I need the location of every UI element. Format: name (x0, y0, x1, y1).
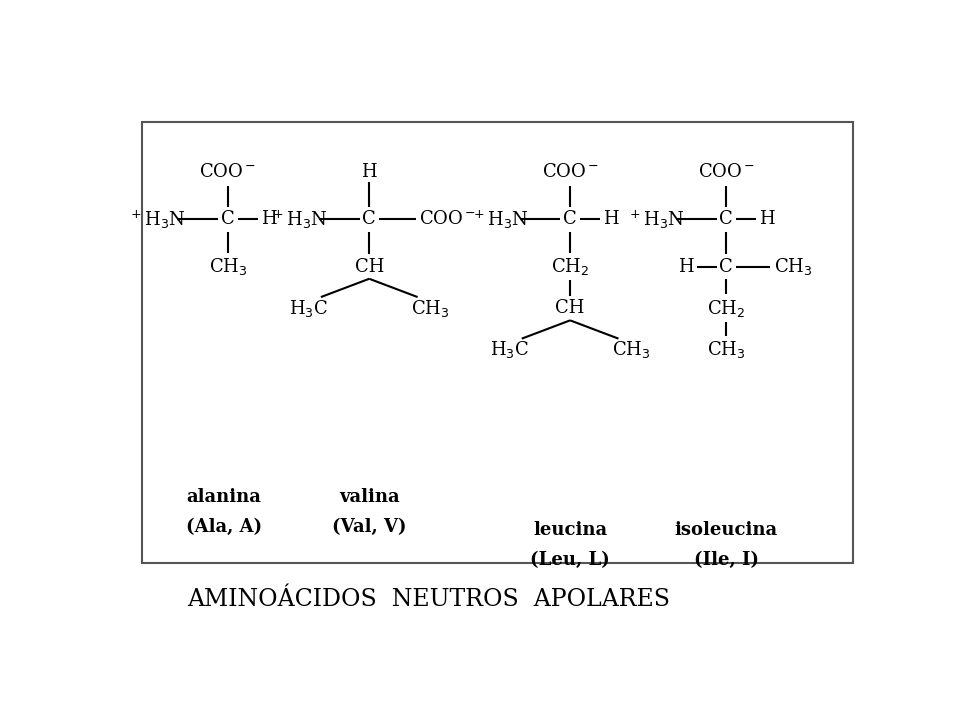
Text: COO$^-$: COO$^-$ (419, 210, 476, 228)
Text: H: H (361, 163, 377, 181)
Text: CH$_3$: CH$_3$ (411, 297, 449, 319)
Text: H: H (759, 210, 775, 228)
Text: H: H (678, 258, 693, 276)
Text: (Ala, A): (Ala, A) (186, 518, 262, 536)
Text: H$_3$C: H$_3$C (490, 339, 529, 360)
Text: COO$^-$: COO$^-$ (698, 163, 755, 181)
Text: $^+$H$_3$N: $^+$H$_3$N (270, 208, 327, 230)
Text: C: C (719, 258, 733, 276)
Text: CH$_3$: CH$_3$ (774, 256, 812, 277)
Text: CH$_2$: CH$_2$ (551, 256, 589, 277)
Text: isoleucina: isoleucina (675, 521, 778, 539)
Text: C: C (362, 210, 376, 228)
Text: CH$_3$: CH$_3$ (612, 339, 651, 360)
Text: (Val, V): (Val, V) (332, 518, 406, 536)
Text: $^+$H$_3$N: $^+$H$_3$N (470, 208, 528, 230)
Text: alanina: alanina (187, 487, 261, 505)
Text: (Ile, I): (Ile, I) (694, 552, 758, 570)
FancyBboxPatch shape (142, 122, 852, 563)
Text: valina: valina (339, 487, 399, 505)
Text: C: C (564, 210, 577, 228)
Text: H: H (603, 210, 619, 228)
Text: CH: CH (556, 300, 585, 317)
Text: COO$^-$: COO$^-$ (200, 163, 256, 181)
Text: $^+$H$_3$N: $^+$H$_3$N (129, 208, 186, 230)
Text: CH: CH (354, 258, 384, 276)
Text: C: C (719, 210, 733, 228)
Text: (Leu, L): (Leu, L) (530, 552, 610, 570)
Text: CH$_3$: CH$_3$ (208, 256, 247, 277)
Text: CH$_2$: CH$_2$ (708, 297, 746, 319)
Text: H: H (261, 210, 276, 228)
Text: CH$_3$: CH$_3$ (708, 339, 746, 360)
Text: AMINOÁCIDOS  NEUTROS  APOLARES: AMINOÁCIDOS NEUTROS APOLARES (187, 588, 670, 611)
Text: C: C (221, 210, 235, 228)
Text: $^+$H$_3$N: $^+$H$_3$N (627, 208, 684, 230)
Text: H$_3$C: H$_3$C (289, 297, 327, 319)
Text: COO$^-$: COO$^-$ (541, 163, 599, 181)
Text: leucina: leucina (533, 521, 607, 539)
